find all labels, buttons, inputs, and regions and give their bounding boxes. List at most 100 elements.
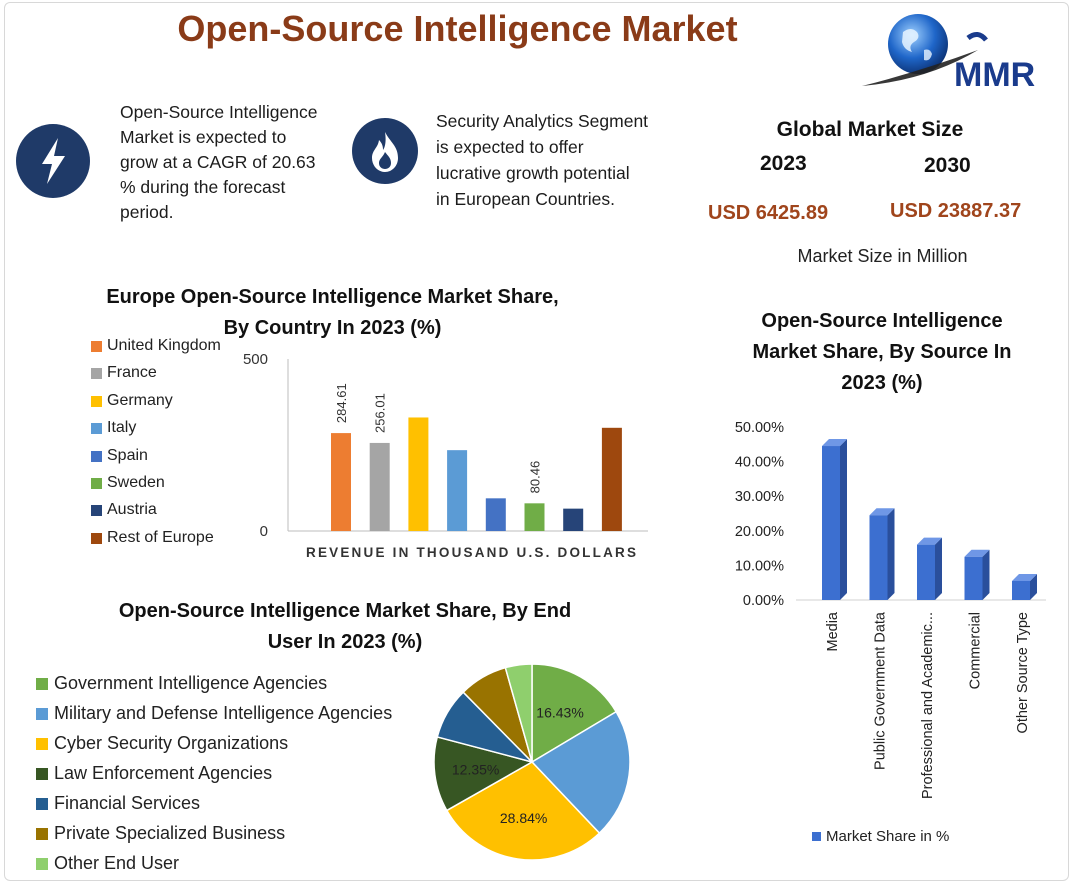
slice-law-enforcement-agencies [433,735,534,812]
legend-label: Other End User [54,853,180,873]
legend-swatch [812,832,821,841]
y-tick-label: 0.00% [743,593,784,609]
legend-label: Cyber Security Organizations [54,733,289,753]
legend-swatch [36,858,48,870]
legend-swatch [91,505,102,517]
y-tick-label: 0 [260,523,268,540]
legend-label: Private Specialized Business [54,823,286,843]
bar-rest-of-europe [601,427,622,531]
slice-cyber-security-organizations [445,761,601,861]
bar-top-media [822,439,847,447]
bar-side-media [840,439,847,600]
globe-icon [888,14,948,74]
end-user-pie-chart: 16.43% 28.84% 12.35% [433,663,631,861]
legend-swatch [36,798,48,810]
slice-military-and-defense-intelligence-agencies [530,710,631,835]
legend-label: Germany [107,391,173,409]
x-tick-label: Commercial [968,612,984,689]
end-user-chart-title: Open-Source Intelligence Market Share, B… [118,600,572,653]
bar-italy [447,450,468,531]
legend-swatch [91,532,102,544]
bar-top-public-government-data [869,508,895,516]
page-title: Open-Source Intelligence Market [177,8,738,49]
security-analytics-text: Security Analytics Segment is expected t… [436,111,649,209]
legend-label: Law Enforcement Agencies [54,763,273,783]
bar-france [369,442,390,531]
x-tick-label: Professional and Academic... [920,612,936,799]
data-label: 284.61 [334,383,349,423]
flame-icon-badge [352,118,418,184]
x-tick-label: Public Government Data [873,611,889,770]
bar-germany [408,417,429,531]
legend-swatch [91,450,102,462]
market-size-unit: Market Size in Million [797,246,968,266]
slice-government-intelligence-agencies [531,663,618,764]
legend-label: United Kingdom [107,337,221,354]
y-tick-label: 40.00% [735,455,784,471]
bar-top-professional-and-academic [917,537,942,545]
legend-label: Sweden [107,473,165,491]
bar-austria [563,508,584,531]
legend-label: Austria [107,501,157,519]
europe-chart-title: Europe Open-Source Intelligence Market S… [106,286,559,339]
legend-swatch [91,423,102,435]
data-label: 80.46 [528,461,543,494]
legend-swatch [36,768,48,780]
x-axis-label: REVENUE IN THOUSAND U.S. DOLLARS [306,545,638,560]
global-market-size-title: Global Market Size [776,118,964,141]
bar-top-other-source-type [1012,573,1037,581]
slice-label: 16.43% [536,705,583,721]
year-start: 2023 [760,152,807,175]
bar-side-commercial [982,549,990,600]
mmr-logo: MMR [862,14,1035,94]
europe-bar-chart: 0 500 284.61 256.01 80.46 REVENUE IN THOUSAND… [243,351,648,560]
legend-label: Military and Defense Intelligence Agenci… [54,703,393,723]
slice-label: 28.84% [500,810,547,826]
bar-spain [485,498,506,531]
market-value-start: USD 6425.89 [708,202,829,224]
legend-label: Rest of Europe [107,528,214,546]
market-value-end: USD 23887.37 [890,200,1022,222]
bar-side-public-government-data [887,508,895,600]
legend-swatch [91,368,102,380]
legend-swatch [36,708,48,720]
bar-united-kingdom [331,433,351,531]
bar-media [822,446,840,600]
y-tick-label: 50.00% [735,420,784,436]
data-label: 256.01 [373,393,388,433]
source-chart-title: Open-Source Intelligence Market Share, B… [752,310,1012,394]
legend-swatch [91,395,102,407]
bar-sweden [524,503,545,531]
y-tick-label: 500 [243,351,268,368]
legend-swatch [36,828,48,840]
lightning-icon-badge [16,124,90,198]
legend-swatch [36,738,48,750]
y-tick-label: 30.00% [735,489,784,505]
y-tick-label: 20.00% [735,524,784,540]
lightning-bolt-icon [42,138,65,184]
bar-top-commercial [964,549,990,557]
legend-swatch [36,678,48,690]
x-tick-label: Other Source Type [1015,612,1031,733]
bar-commercial [964,556,983,600]
bar-other-source-type [1012,580,1030,600]
legend-label: Financial Services [54,793,201,813]
bar-public-government-data [869,515,888,600]
year-end: 2030 [924,154,971,177]
source-bar-chart: 0.00% 10.00% 20.00% 30.00% 40.00% 50.00% Media… [735,420,1046,845]
legend-label: Market Share in % [826,828,949,845]
legend-label: Government Intelligence Agencies [54,673,328,693]
x-tick-label: Media [825,611,841,651]
bar-side-professional-and-academic [935,537,942,600]
flame-icon [372,132,398,172]
y-tick-label: 10.00% [735,558,784,574]
legend-swatch [91,341,102,352]
legend-label: France [107,364,157,382]
legend-swatch [91,477,102,489]
logo-text: MMR [954,56,1035,94]
bar-professional-and-academic [917,544,935,600]
legend-label: Italy [107,419,137,437]
slice-label: 12.35% [452,761,499,777]
bar-side-other-source-type [1030,573,1037,600]
legend-label: Spain [107,446,148,464]
